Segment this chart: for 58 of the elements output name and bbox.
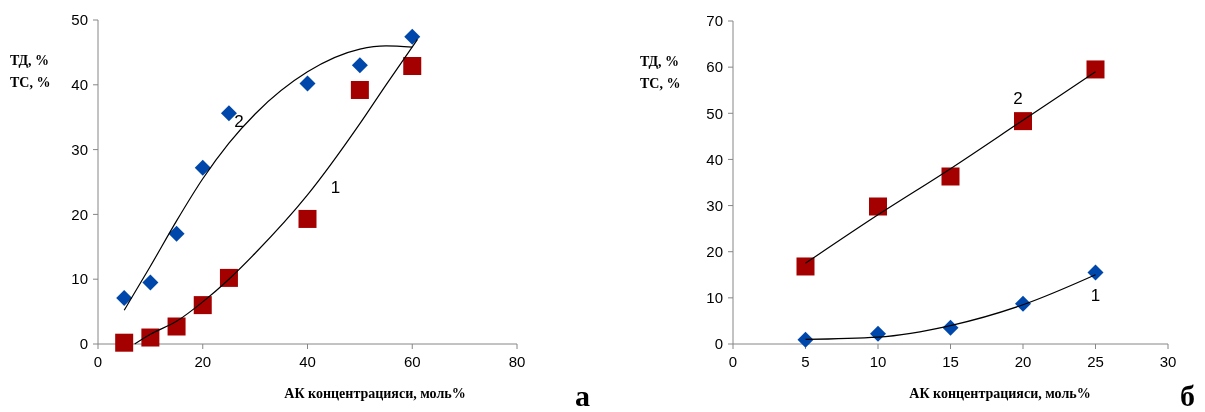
text: а [575, 379, 590, 412]
y-tick-label: 30 [706, 196, 723, 214]
y-tick-label: 10 [71, 270, 88, 288]
x-tick-label: 20 [1014, 353, 1032, 370]
x-tick-label: 20 [194, 353, 212, 370]
point [220, 105, 237, 122]
point [869, 197, 887, 216]
point [1014, 112, 1032, 131]
x-tick-label: 60 [403, 353, 421, 370]
x-tick-label: 0 [728, 353, 738, 370]
point [796, 257, 815, 276]
y-tick-label: 40 [706, 150, 723, 168]
point [167, 317, 186, 336]
y-axis-title: ТД, % ТС, % [640, 54, 681, 91]
y-tick-label: 0 [79, 335, 88, 353]
series-label: 2 [234, 112, 244, 132]
point [351, 57, 368, 74]
x-tick-label: 15 [942, 353, 959, 370]
x-tick-label: 40 [299, 353, 316, 370]
y-tick-label: 50 [71, 11, 88, 29]
point [194, 159, 211, 176]
point [404, 28, 421, 45]
point [350, 80, 369, 99]
x-tick-label: 30 [1159, 353, 1177, 370]
point [116, 289, 133, 306]
point [299, 75, 316, 92]
point [142, 274, 159, 291]
point [141, 328, 160, 347]
point [1086, 60, 1105, 79]
y-tick-label: 0 [714, 335, 723, 353]
y-tick-label: 20 [71, 205, 88, 223]
y-tick-label: 60 [706, 58, 723, 76]
y-tick-label: 40 [71, 76, 88, 94]
point [403, 57, 422, 76]
x-tick-label: 10 [869, 353, 887, 370]
y-tick-label: 70 [706, 12, 723, 30]
x-axis-title: АК концентрацияси, моль% [284, 386, 466, 401]
y-tick-label: 50 [706, 104, 723, 122]
point [115, 333, 134, 352]
y-tick-label: 10 [706, 289, 723, 307]
x-axis-title: АК концентрацияси, моль% [909, 386, 1091, 401]
series-label: 1 [1090, 285, 1101, 305]
x-tick-label: 80 [508, 353, 526, 370]
x-tick-label: 0 [93, 353, 103, 370]
y-axis-title: ТД, % ТС, % [10, 53, 51, 90]
point [298, 209, 317, 228]
point [941, 167, 960, 186]
x-tick-label: 25 [1087, 353, 1104, 370]
point [168, 225, 185, 242]
point [193, 296, 212, 315]
text: б [1180, 379, 1195, 412]
series-label: 1 [330, 177, 341, 197]
point [1087, 264, 1104, 281]
series-label: 2 [1013, 89, 1023, 109]
y-tick-label: 20 [706, 242, 723, 260]
x-tick-label: 5 [801, 353, 810, 370]
y-tick-label: 30 [71, 140, 88, 158]
point [797, 331, 814, 348]
